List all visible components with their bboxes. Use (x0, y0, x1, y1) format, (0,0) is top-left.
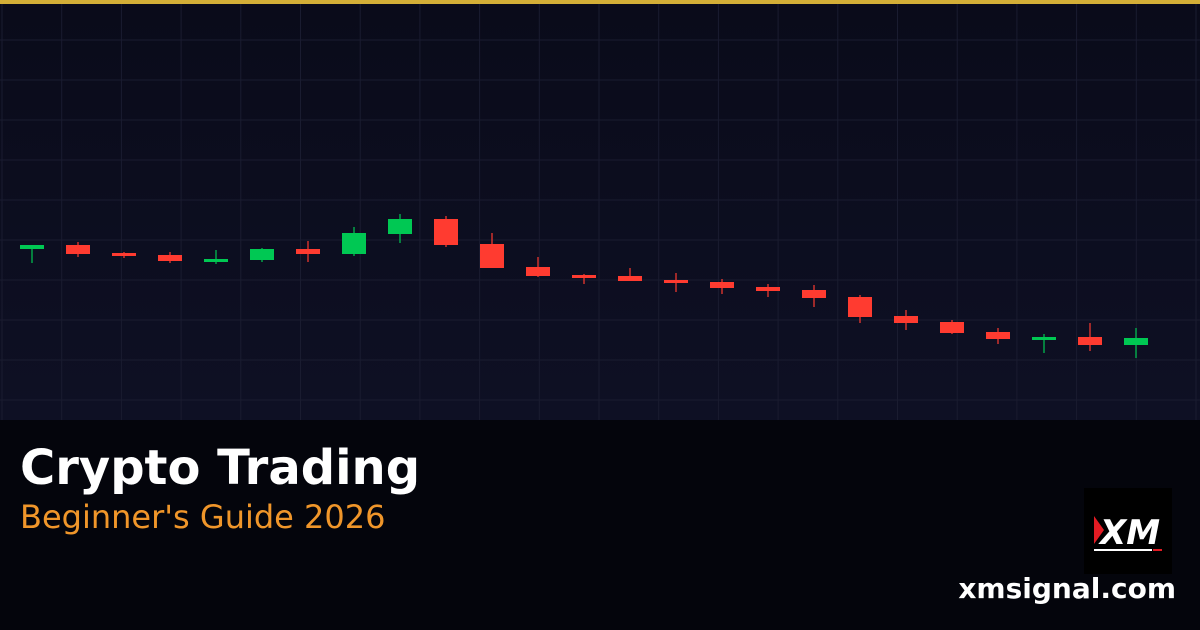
candle-body (388, 219, 412, 234)
candle-body (204, 259, 228, 262)
candlestick-chart (0, 4, 1200, 420)
footer-panel (0, 420, 1200, 630)
candle-body (710, 282, 734, 288)
candle-body (756, 287, 780, 291)
candle-body (480, 244, 504, 268)
candle-body (1032, 337, 1056, 340)
candle-body (572, 275, 596, 278)
candle-body (1078, 337, 1102, 345)
site-url: xmsignal.com (958, 572, 1176, 605)
candle-body (986, 332, 1010, 339)
candle-body (894, 316, 918, 323)
candle-body (66, 245, 90, 254)
candle-body (342, 233, 366, 254)
candle-body (526, 267, 550, 276)
page-subtitle: Beginner's Guide 2026 (20, 498, 386, 536)
candle-body (434, 219, 458, 245)
candle-body (1124, 338, 1148, 345)
candle-body (250, 249, 274, 260)
candle-body (112, 253, 136, 256)
candle-body (664, 280, 688, 283)
candle-body (802, 290, 826, 298)
candle-body (296, 249, 320, 254)
candle-body (848, 297, 872, 317)
candle-body (940, 322, 964, 333)
candle-body (618, 276, 642, 281)
xm-logo: XM (1084, 488, 1172, 574)
candle-body (20, 245, 44, 249)
accent-bar (0, 0, 1200, 4)
candle-body (158, 255, 182, 261)
page-title: Crypto Trading (20, 440, 421, 496)
svg-text:XM: XM (1098, 513, 1160, 553)
